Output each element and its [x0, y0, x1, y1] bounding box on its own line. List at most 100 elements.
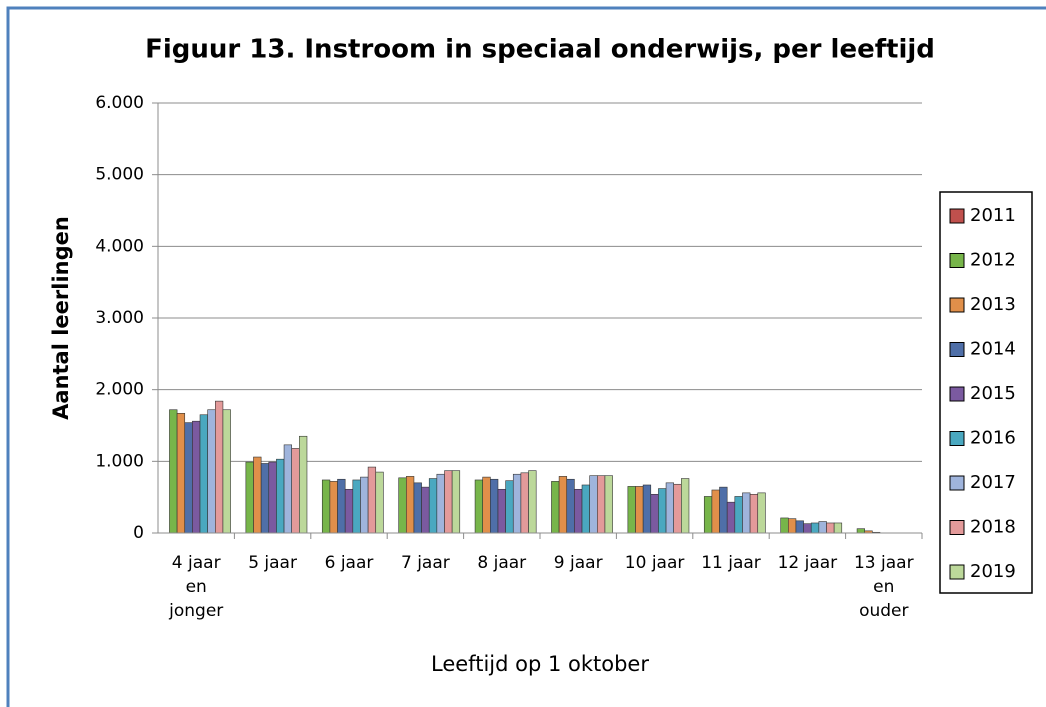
bar — [520, 472, 529, 534]
y-tick-label: 4.000 — [95, 236, 144, 256]
bar — [245, 461, 254, 534]
x-tick-label: 5 jaar — [248, 553, 297, 573]
bar — [352, 479, 361, 534]
bar — [650, 493, 659, 534]
legend-label: 2013 — [970, 294, 1016, 315]
bar — [337, 478, 346, 534]
bar — [505, 480, 514, 534]
bar — [321, 479, 331, 534]
bar — [566, 478, 575, 534]
y-tick-label: 6.000 — [95, 93, 144, 113]
bar — [742, 492, 751, 534]
bar — [642, 484, 652, 534]
bar — [734, 496, 743, 534]
bar — [833, 522, 843, 534]
legend-label: 2017 — [970, 472, 1016, 493]
bar — [291, 448, 300, 534]
bar — [169, 409, 178, 534]
bar — [299, 435, 308, 534]
bar — [451, 470, 461, 534]
bar — [711, 489, 720, 534]
bar — [604, 475, 613, 534]
y-axis-label: Aantal leerlingen — [49, 216, 73, 420]
x-tick-label: 9 jaar — [553, 553, 603, 573]
x-tick-label: 11 jaar — [701, 553, 761, 573]
bar — [490, 478, 499, 534]
bar — [589, 475, 598, 534]
legend-swatch — [949, 342, 965, 357]
bar — [444, 470, 453, 534]
x-tick-label: 6 jaar — [324, 553, 374, 573]
legend-label: 2019 — [970, 561, 1016, 582]
bar — [497, 488, 506, 534]
bar — [703, 496, 713, 534]
bar — [421, 486, 430, 534]
y-tick-label: 3.000 — [95, 308, 144, 328]
bar — [268, 461, 277, 534]
bar — [428, 478, 438, 534]
bar — [581, 484, 590, 534]
bar — [681, 478, 690, 534]
bar — [558, 476, 568, 534]
bar — [375, 471, 384, 534]
bar — [260, 463, 270, 534]
legend-swatch — [949, 297, 965, 313]
frame — [6, 6, 1046, 707]
legend-label: 2011 — [970, 205, 1016, 226]
legend-swatch — [949, 253, 965, 268]
bar — [329, 481, 338, 534]
bar — [856, 528, 865, 534]
bar — [207, 409, 216, 534]
bar — [787, 518, 797, 534]
bar — [215, 400, 224, 534]
bar — [665, 482, 674, 534]
bar — [283, 444, 292, 534]
legend-swatch — [949, 386, 965, 402]
x-tick-label: 12 jaar — [777, 553, 838, 573]
legend-label: 2014 — [970, 339, 1016, 360]
legend-label: 2016 — [970, 428, 1016, 449]
y-tick-label: 5.000 — [95, 165, 144, 185]
bar — [482, 476, 491, 534]
bar — [673, 483, 682, 534]
x-tick-label: 10 jaar — [624, 553, 685, 573]
y-tick-label: 0 — [133, 523, 144, 543]
bar — [818, 521, 827, 534]
bar — [176, 413, 186, 534]
x-tick-label: 4 jaar en jonger — [169, 553, 224, 621]
bar — [757, 492, 766, 534]
bar — [803, 523, 812, 534]
bar — [795, 520, 804, 534]
legend-swatch — [949, 208, 965, 224]
y-tick-label: 1.000 — [95, 451, 144, 471]
legend-swatch — [949, 431, 965, 446]
chart-title: Figuur 13. Instroom in speciaal onderwij… — [145, 35, 935, 65]
bar — [512, 473, 522, 534]
x-tick-label: 7 jaar — [400, 553, 450, 573]
bar — [780, 517, 789, 534]
bar — [635, 486, 644, 534]
bar — [192, 420, 201, 534]
bar — [398, 477, 407, 534]
legend-swatch — [949, 475, 965, 491]
bar — [276, 458, 285, 534]
x-tick-label: 8 jaar — [477, 553, 527, 573]
bar — [436, 473, 445, 534]
bar — [551, 481, 560, 534]
legend-label: 2018 — [970, 517, 1016, 538]
y-tick-label: 2.000 — [95, 380, 144, 400]
bar — [826, 522, 835, 534]
bar — [719, 486, 728, 534]
bar — [253, 456, 262, 534]
legend-swatch — [949, 564, 965, 580]
bar — [726, 501, 736, 534]
bar — [360, 476, 369, 534]
bar — [528, 470, 537, 534]
bar — [222, 409, 231, 534]
x-axis-label: Leeftijd op 1 oktober — [431, 652, 649, 676]
bar — [405, 476, 415, 534]
bar — [344, 488, 354, 534]
bar — [199, 414, 208, 534]
